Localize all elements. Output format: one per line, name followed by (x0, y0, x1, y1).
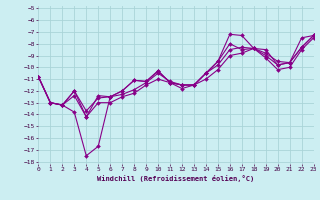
X-axis label: Windchill (Refroidissement éolien,°C): Windchill (Refroidissement éolien,°C) (97, 175, 255, 182)
